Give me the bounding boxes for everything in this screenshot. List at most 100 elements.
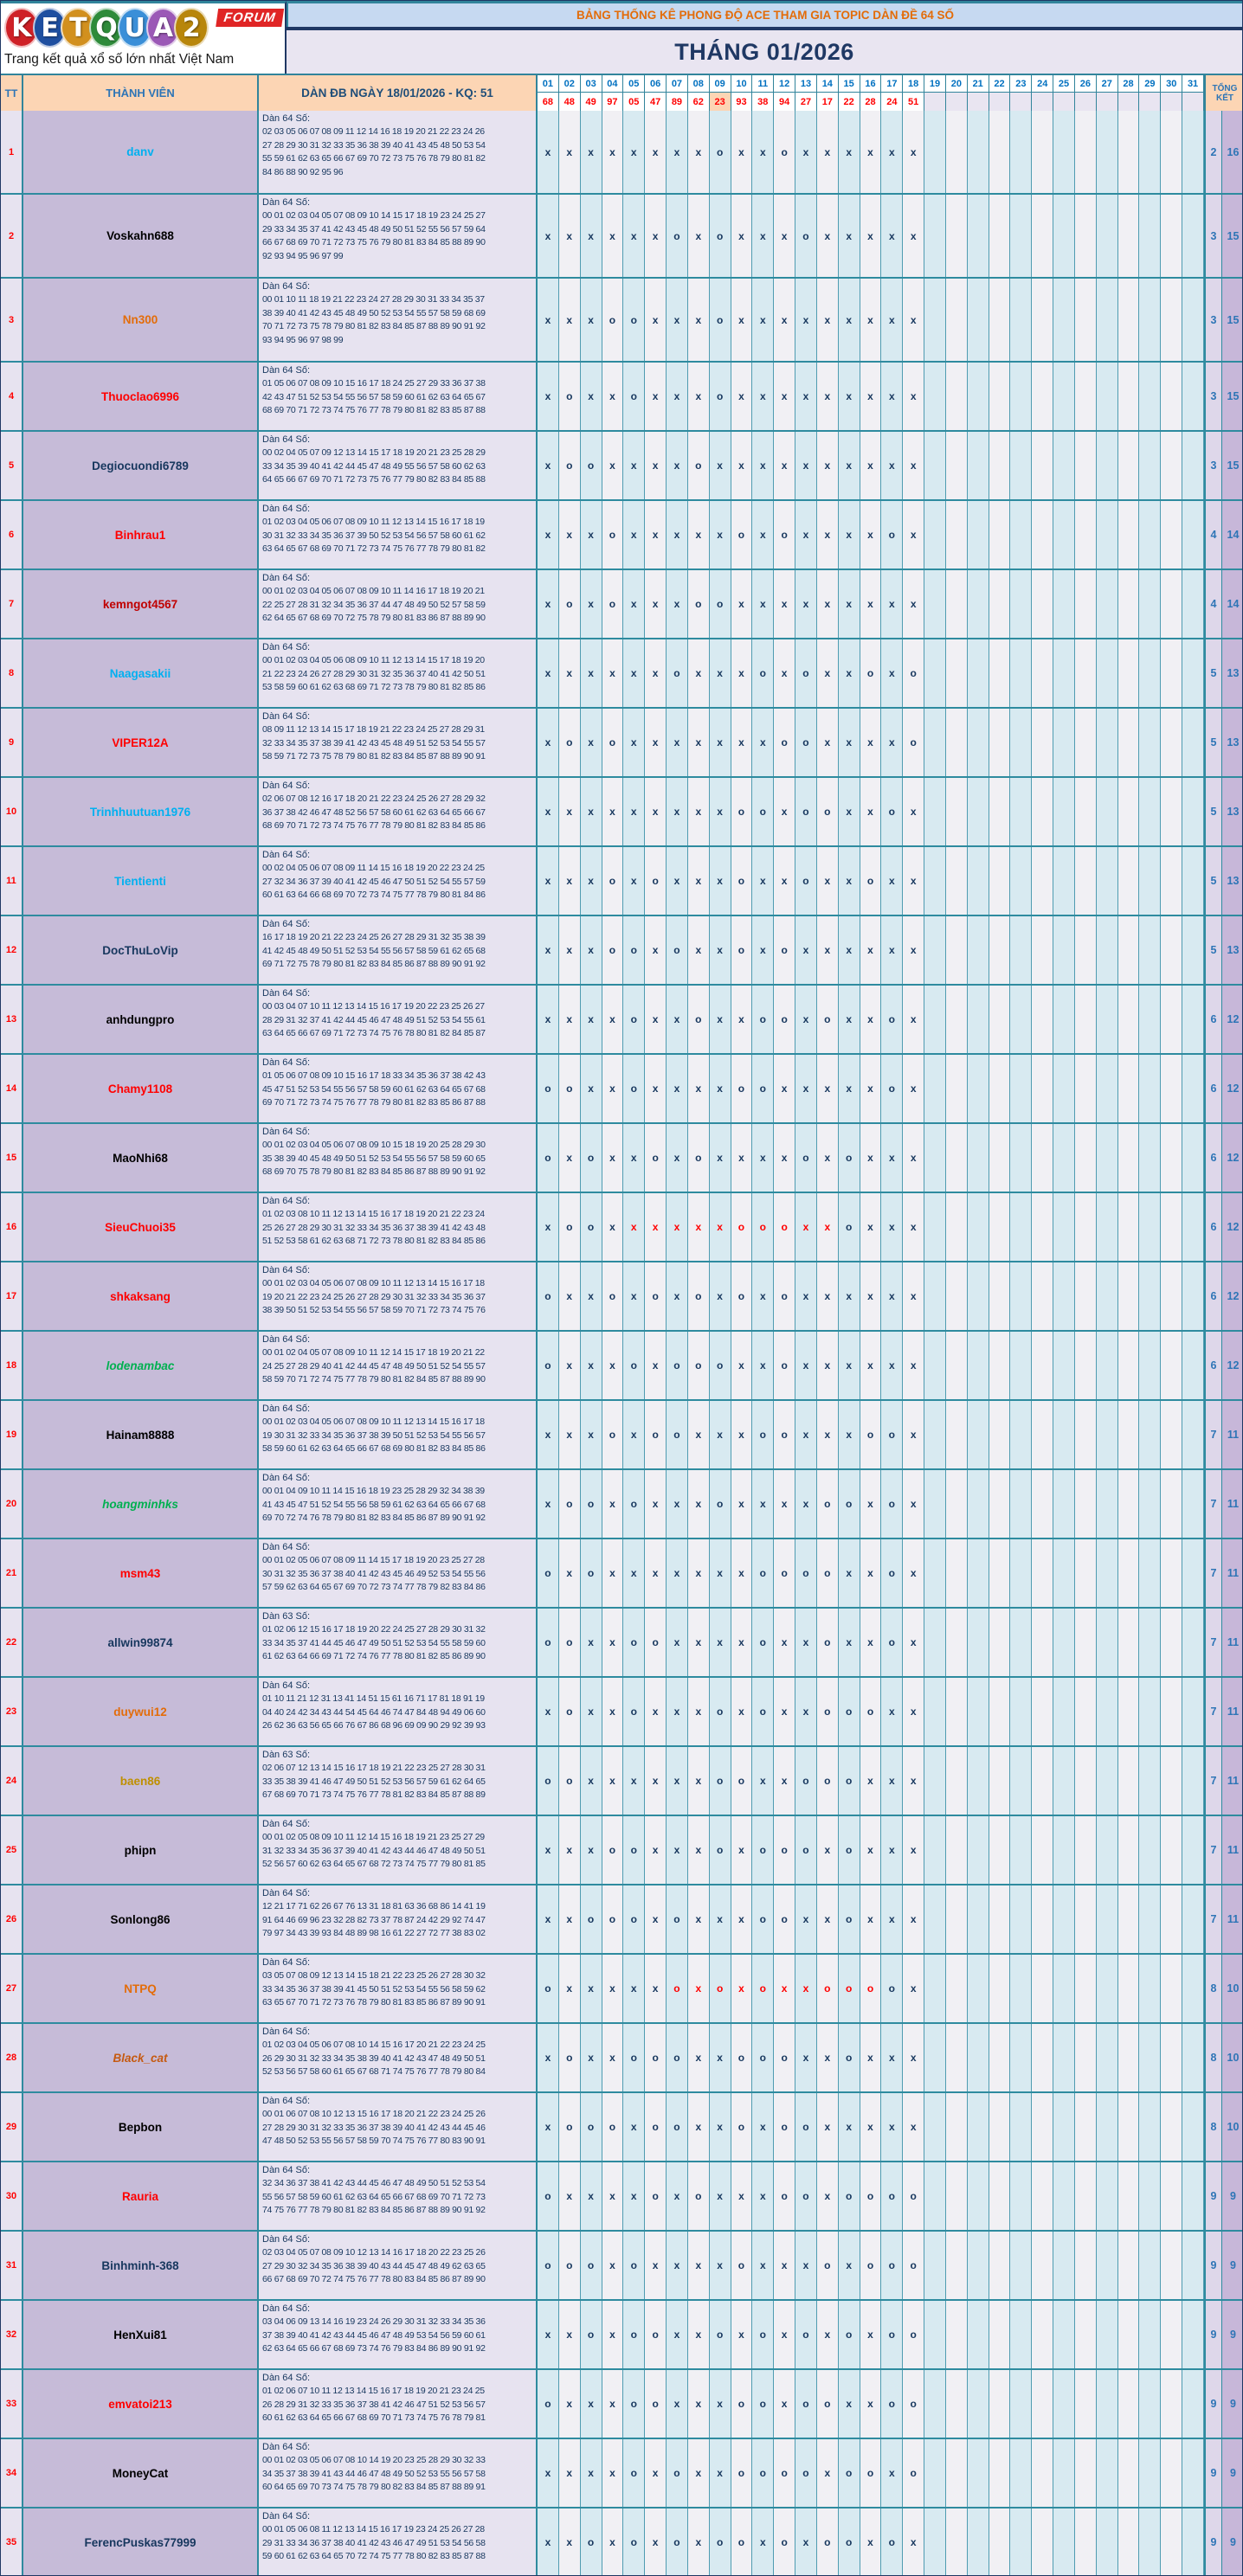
mark-cell: o [731,2439,753,2507]
mark-cell [1053,432,1075,499]
mark-cell [1139,1955,1162,2022]
mark-cell: o [752,639,775,707]
mark-cell [1053,111,1075,193]
member-name: MaoNhi68 [113,1151,168,1165]
mark-cell [1074,1470,1097,1538]
mark-cell [1074,2509,1097,2575]
mark-cell: x [816,916,839,984]
mark-cell [1074,2162,1097,2230]
mark-cell [1032,1609,1054,1676]
mark-cell [945,279,968,361]
mark-cell: x [580,1678,602,1745]
mark-cell: x [602,1539,624,1607]
mark-cell: x [667,2370,688,2438]
mark-cell [989,847,1011,915]
mark-cell: x [580,778,602,845]
mark-cell: x [580,1055,602,1122]
mark-cell [1096,1609,1118,1676]
total-lose-count: 3 [1206,432,1222,499]
mark-cell [945,1955,968,2022]
mark-cell: x [623,1124,646,1192]
member-name: Bepbon [118,2120,163,2134]
mark-cell [1139,639,1162,707]
total-lose-count: 6 [1206,1055,1222,1122]
dan-line: 27 28 29 30 31 32 33 35 36 37 38 39 40 4… [262,2122,486,2133]
mark-cell: x [538,639,559,707]
table-row: 2 Voskahn688 Dàn 64 Số: 00 01 02 03 04 05 0… [1,193,1242,277]
mark-cell: x [903,1678,925,1745]
mark-cell: o [838,1955,860,2022]
row-number: 19 [1,1401,23,1468]
mark-cell: o [752,1401,775,1468]
mark-cell: x [709,1885,731,1953]
mark-cell [924,279,946,361]
mark-cell: o [774,111,796,193]
mark-cell [1053,1678,1075,1745]
mark-cell [989,2093,1011,2161]
mark-cell: x [623,570,646,638]
row-number: 16 [1,1193,23,1261]
mark-cell: x [667,2232,688,2299]
table-row: 13 anhdungpro Dàn 64 Số: 00 03 04 07 10 11 … [1,984,1242,1053]
mark-cell [1182,1262,1204,1330]
mark-cell: o [752,1678,775,1745]
member-cell: MaoNhi68 [23,1124,259,1192]
dan-line: 55 59 61 62 63 65 66 67 69 70 72 73 75 7… [262,153,486,164]
dan-line: 28 29 31 32 37 41 42 44 45 46 47 48 49 5… [262,1014,486,1025]
table-body: 1 danv Dàn 64 Số: 02 03 05 06 07 08 09 11 1… [1,109,1242,2575]
mark-cell: o [538,2232,559,2299]
total-win-count: 13 [1222,916,1242,984]
mark-cell: o [752,2370,775,2438]
dan-line: 32 33 34 35 37 38 39 41 42 43 45 48 49 5… [262,737,486,748]
dan-line: 58 59 60 61 62 63 64 65 66 67 68 69 80 8… [262,1443,486,1454]
mark-cell: x [731,279,753,361]
mark-cell [945,2439,968,2507]
table-row: 35 FerencPuskas77999 Dàn 64 Số: 00 01 05 06… [1,2507,1242,2575]
mark-cell: o [816,1747,839,1815]
mark-cell: x [860,1124,882,1192]
mark-cell [945,1539,968,1607]
mark-cell [1117,778,1140,845]
dan-cell: Dàn 64 Số: 32 34 36 37 38 41 42 43 44 45 … [259,2162,538,2230]
row-number: 1 [1,111,23,193]
total-win-count: 10 [1222,1955,1242,2022]
mark-cell: o [731,847,753,915]
total-lose-count: 7 [1206,1401,1222,1468]
mark-cell: o [774,2024,796,2091]
dan-cell: Dàn 64 Số: 00 01 02 05 06 07 08 09 11 14 … [259,1539,538,1607]
mark-cell [1032,2232,1054,2299]
mark-cell [924,363,946,430]
mark-cell: x [774,2232,796,2299]
mark-cell: x [687,1539,710,1607]
mark-cell [1139,709,1162,776]
mark-cell: x [645,195,667,277]
mark-cell [1074,501,1097,569]
row-number: 21 [1,1539,23,1607]
mark-cell: o [752,1193,775,1261]
mark-cell: x [860,1885,882,1953]
mark-cell [1182,709,1204,776]
total-win-count: 13 [1222,709,1242,776]
mark-cell: x [731,709,753,776]
result-cell [1032,93,1054,111]
mark-cell: x [752,2232,775,2299]
mark-cell: x [731,363,753,430]
mark-cell: x [881,2024,904,2091]
mark-cell: x [795,986,817,1053]
dan-cell: Dàn 64 Số: 00 01 02 03 04 05 06 08 09 10 … [259,639,538,707]
total-win-count: 9 [1222,2370,1242,2438]
row-number: 15 [1,1124,23,1192]
row-number: 9 [1,709,23,776]
mark-cell [989,2024,1011,2091]
mark-cell: x [903,2093,925,2161]
table-row: 28 Black_cat Dàn 64 Số: 01 02 03 04 05 06 0… [1,2022,1242,2091]
mark-cell [1032,501,1054,569]
mark-cell [1032,1539,1054,1607]
mark-cell [1053,2093,1075,2161]
mark-cell [1117,1678,1140,1745]
mark-cell: x [838,363,860,430]
total-win-count: 14 [1222,570,1242,638]
mark-cell: x [580,916,602,984]
